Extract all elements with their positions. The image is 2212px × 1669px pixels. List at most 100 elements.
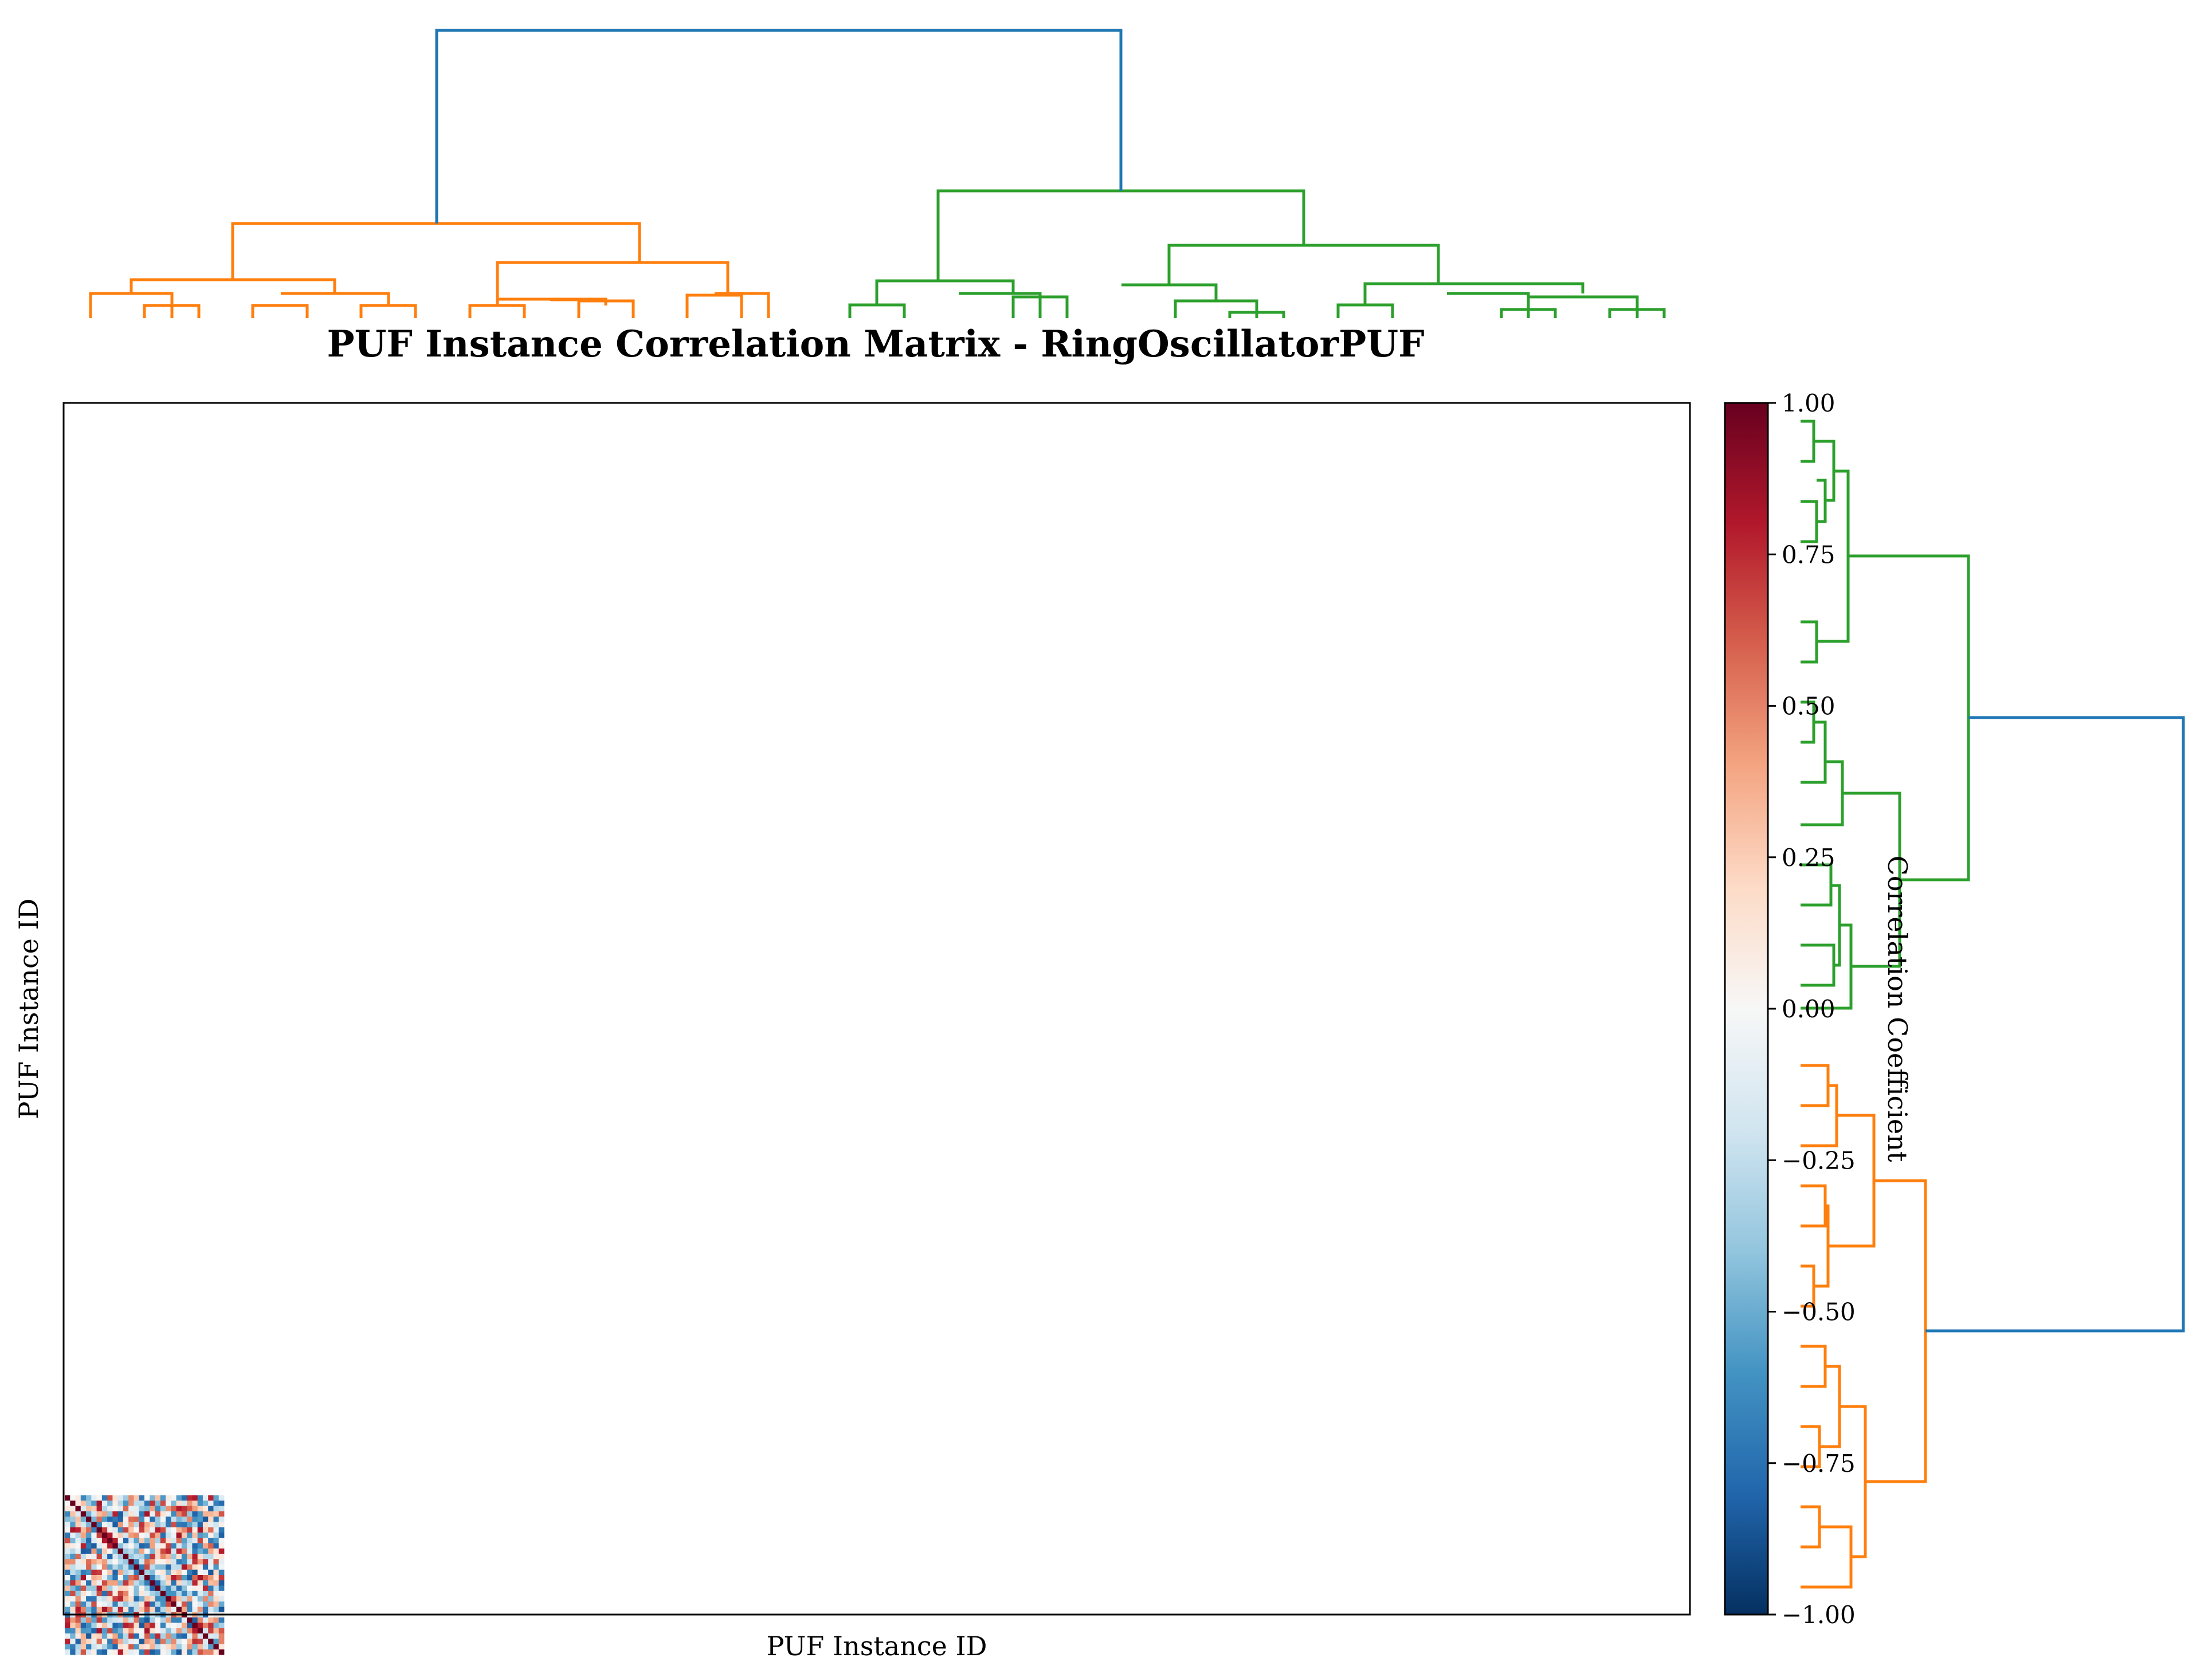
- heatmap-cell: [176, 1538, 182, 1543]
- heatmap-cell: [101, 1644, 108, 1650]
- heatmap-cell: [117, 1607, 124, 1613]
- heatmap-cell: [171, 1543, 177, 1549]
- heatmap-cell: [150, 1538, 155, 1543]
- heatmap-cell: [150, 1601, 155, 1607]
- heatmap-cell: [139, 1575, 145, 1581]
- heatmap-cell: [86, 1553, 92, 1560]
- dendrogram-link: [1363, 282, 1585, 305]
- heatmap-cell: [134, 1538, 140, 1543]
- heatmap-cell: [86, 1506, 92, 1512]
- dendrogram-link: [875, 279, 1015, 305]
- heatmap-cell: [134, 1639, 140, 1644]
- heatmap-cell: [160, 1649, 166, 1655]
- colorbar-ticks: 1.00 0.75 0.50 0.25 0.00 −0.25 −0.50 −0.75 −1.00: [1768, 389, 1856, 1629]
- heatmap-cell: [181, 1511, 187, 1517]
- heatmap-cell: [96, 1564, 103, 1570]
- heatmap-cell: [128, 1628, 134, 1634]
- heatmap-cell: [144, 1548, 150, 1554]
- heatmap-cell: [187, 1527, 193, 1533]
- heatmap-cell: [139, 1580, 145, 1586]
- heatmap-cell: [101, 1585, 108, 1592]
- heatmap-cell: [112, 1623, 119, 1629]
- heatmap-cell: [70, 1511, 76, 1517]
- heatmap-cell: [197, 1511, 203, 1517]
- heatmap-cell: [75, 1553, 81, 1560]
- heatmap-cell: [107, 1500, 113, 1506]
- heatmap-cell: [107, 1585, 113, 1592]
- heatmap-cell: [117, 1639, 124, 1644]
- heatmap-cell: [192, 1517, 198, 1522]
- heatmap-cell: [160, 1500, 166, 1506]
- heatmap-cell: [75, 1628, 81, 1634]
- heatmap-cell: [65, 1639, 70, 1644]
- heatmap-cell: [80, 1575, 87, 1581]
- heatmap-cell: [192, 1644, 198, 1650]
- heatmap-cell: [117, 1601, 124, 1607]
- heatmap-cell: [117, 1553, 124, 1560]
- heatmap-cell: [208, 1607, 214, 1613]
- heatmap-cell: [107, 1548, 113, 1554]
- heatmap-cell: [112, 1527, 119, 1533]
- heatmap-cell: [107, 1511, 113, 1517]
- heatmap-cell: [202, 1644, 209, 1650]
- heatmap-cell: [112, 1506, 119, 1512]
- heatmap-cell: [160, 1585, 166, 1592]
- heatmap-cell: [213, 1623, 219, 1629]
- heatmap-cell: [96, 1623, 103, 1629]
- heatmap-cell: [112, 1532, 119, 1538]
- heatmap-cell: [96, 1590, 103, 1597]
- heatmap-cell: [80, 1639, 87, 1644]
- heatmap-cell: [107, 1517, 113, 1522]
- heatmap-cell: [187, 1639, 193, 1644]
- heatmap-cell: [65, 1527, 70, 1533]
- heatmap-cell: [107, 1590, 113, 1597]
- heatmap-cell: [75, 1506, 81, 1512]
- heatmap-cell: [218, 1500, 225, 1506]
- heatmap-cell: [192, 1538, 198, 1543]
- heatmap-cell: [117, 1543, 124, 1549]
- heatmap-cell: [139, 1506, 145, 1512]
- heatmap-cell: [171, 1527, 177, 1533]
- heatmap-cell: [181, 1633, 187, 1639]
- heatmap-cell: [202, 1500, 209, 1506]
- heatmap-cell: [117, 1596, 124, 1602]
- heatmap-cell: [202, 1590, 209, 1597]
- heatmap-cell: [65, 1511, 70, 1517]
- heatmap-cell: [107, 1495, 113, 1501]
- heatmap-cell: [208, 1639, 214, 1644]
- heatmap-cell: [144, 1633, 150, 1639]
- heatmap-cell: [86, 1644, 92, 1650]
- heatmap-cell: [80, 1617, 87, 1623]
- heatmap-cell: [112, 1522, 119, 1527]
- heatmap-cell: [112, 1538, 119, 1543]
- heatmap-cell: [139, 1623, 145, 1629]
- heatmap-cell: [181, 1649, 187, 1655]
- heatmap-cell: [91, 1590, 97, 1597]
- heatmap-cell: [166, 1617, 171, 1623]
- heatmap-cell: [123, 1559, 129, 1565]
- heatmap-cell: [192, 1553, 198, 1560]
- heatmap-cell: [197, 1575, 203, 1581]
- heatmap-cell: [139, 1517, 145, 1522]
- heatmap-cell: [70, 1617, 76, 1623]
- heatmap-cell: [101, 1548, 108, 1554]
- heatmap-cell: [176, 1639, 182, 1644]
- heatmap-cell: [70, 1601, 76, 1607]
- heatmap-cell: [65, 1649, 70, 1655]
- heatmap-cell: [134, 1623, 140, 1629]
- heatmap-cell: [75, 1559, 81, 1565]
- heatmap-cell: [202, 1569, 209, 1576]
- heatmap-cell: [101, 1569, 108, 1576]
- heatmap-cell: [65, 1500, 70, 1506]
- heatmap-cell: [112, 1553, 119, 1560]
- heatmap-cell: [70, 1517, 76, 1522]
- heatmap-cell: [70, 1538, 76, 1543]
- heatmap-cell: [96, 1506, 103, 1512]
- heatmap-cell: [218, 1633, 225, 1639]
- heatmap-cell: [91, 1538, 97, 1543]
- heatmap-cell: [134, 1569, 140, 1576]
- heatmap-cell: [107, 1575, 113, 1581]
- heatmap-cell: [96, 1628, 103, 1634]
- dendrogram-link: [1447, 292, 1530, 318]
- heatmap-cell: [65, 1628, 70, 1634]
